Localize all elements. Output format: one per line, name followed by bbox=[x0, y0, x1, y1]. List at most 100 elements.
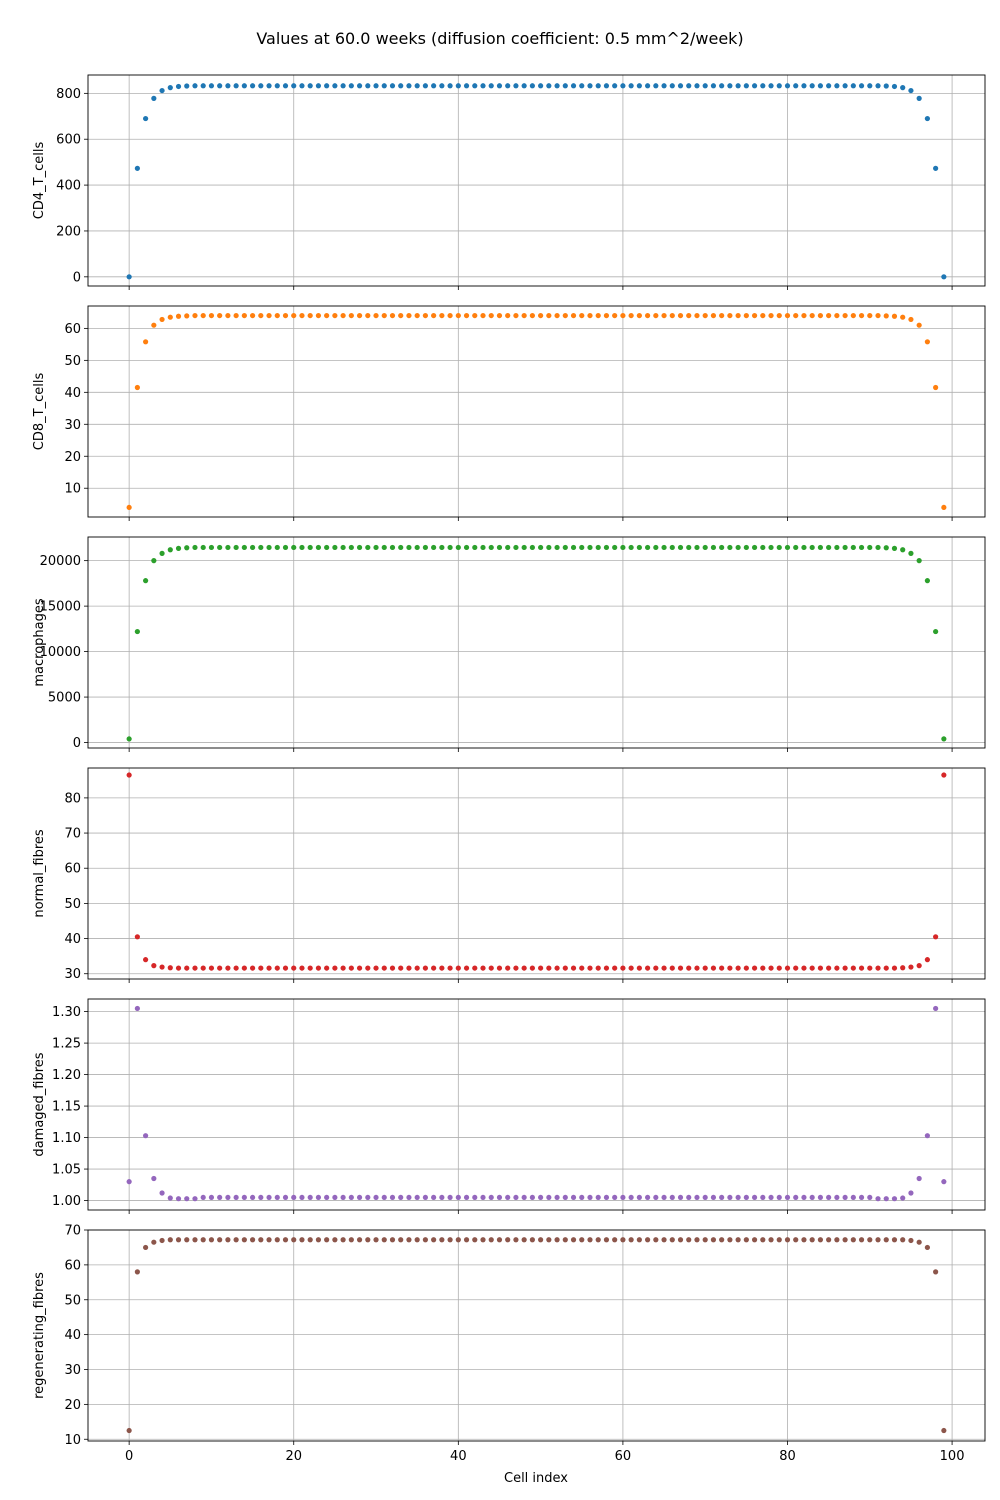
data-point bbox=[628, 544, 634, 551]
data-point bbox=[414, 544, 420, 551]
data-point bbox=[184, 1196, 190, 1202]
data-point bbox=[266, 83, 272, 89]
data-point bbox=[151, 558, 157, 564]
data-point bbox=[488, 544, 494, 551]
data-point bbox=[488, 1237, 494, 1243]
axes-frame bbox=[87, 998, 986, 1211]
data-point bbox=[867, 1194, 873, 1201]
data-point bbox=[134, 384, 140, 391]
data-point bbox=[389, 312, 396, 319]
data-point bbox=[809, 312, 815, 319]
data-point bbox=[743, 1237, 749, 1243]
data-point bbox=[686, 1237, 692, 1243]
data-point bbox=[587, 1194, 593, 1201]
data-point bbox=[620, 544, 626, 551]
y-tick-label: 400 bbox=[56, 179, 81, 194]
data-point bbox=[488, 1194, 494, 1201]
data-point bbox=[644, 83, 651, 89]
data-point bbox=[768, 965, 774, 971]
data-point bbox=[340, 312, 346, 319]
data-point bbox=[175, 1237, 182, 1243]
data-point bbox=[587, 1237, 593, 1243]
data-point bbox=[324, 1237, 330, 1243]
data-point bbox=[282, 1237, 289, 1243]
data-point bbox=[233, 83, 239, 89]
data-point bbox=[644, 1194, 651, 1201]
data-point bbox=[488, 83, 494, 89]
y-tick-label: 0 bbox=[73, 736, 81, 751]
data-point bbox=[406, 544, 412, 551]
data-point bbox=[299, 312, 305, 319]
data-point bbox=[208, 312, 215, 319]
data-point bbox=[480, 312, 486, 319]
data-point bbox=[356, 1237, 363, 1243]
data-point bbox=[134, 1269, 140, 1275]
data-point bbox=[710, 1237, 717, 1243]
data-point bbox=[447, 1194, 453, 1201]
data-point bbox=[570, 312, 577, 319]
y-tick-label: 10000 bbox=[40, 645, 81, 660]
data-point bbox=[480, 965, 486, 971]
data-point bbox=[431, 1194, 437, 1201]
data-point bbox=[389, 965, 396, 971]
data-point bbox=[702, 312, 708, 319]
data-point bbox=[373, 1194, 379, 1201]
data-point bbox=[595, 83, 601, 89]
data-point bbox=[850, 1237, 856, 1243]
data-point bbox=[249, 1194, 256, 1201]
y-tick-label: 40 bbox=[64, 1328, 81, 1343]
data-point bbox=[546, 312, 552, 319]
data-point bbox=[365, 965, 371, 971]
data-point bbox=[636, 83, 642, 89]
data-point bbox=[348, 1237, 354, 1243]
data-point bbox=[924, 115, 930, 122]
data-point bbox=[768, 544, 774, 551]
data-point bbox=[192, 83, 198, 89]
data-point bbox=[315, 1194, 322, 1201]
data-point bbox=[225, 544, 231, 551]
data-point bbox=[332, 1237, 338, 1243]
data-point bbox=[143, 1133, 149, 1139]
data-point bbox=[620, 312, 626, 319]
data-point bbox=[579, 1237, 585, 1243]
data-point bbox=[612, 1237, 618, 1243]
data-point bbox=[653, 83, 659, 89]
data-point bbox=[891, 1237, 898, 1243]
data-point bbox=[735, 1194, 741, 1201]
data-point bbox=[776, 83, 782, 89]
data-point bbox=[554, 1237, 560, 1243]
data-point bbox=[636, 312, 642, 319]
data-point bbox=[274, 1194, 280, 1201]
data-point bbox=[225, 965, 231, 971]
data-point bbox=[850, 312, 856, 319]
data-point bbox=[735, 1237, 741, 1243]
axes-frame bbox=[87, 305, 986, 518]
data-point bbox=[184, 545, 190, 551]
data-point bbox=[653, 312, 659, 319]
data-point bbox=[521, 1237, 527, 1243]
data-point bbox=[233, 312, 239, 319]
y-tick-label: 20 bbox=[64, 1398, 81, 1413]
panel-CD4_T_cells: 0 200 400 600 800 CD4_T_cells bbox=[32, 74, 986, 290]
data-point bbox=[324, 544, 330, 551]
data-point bbox=[505, 83, 511, 89]
data-point bbox=[225, 312, 231, 319]
data-point bbox=[159, 1237, 165, 1244]
data-point bbox=[373, 83, 379, 89]
data-point bbox=[743, 83, 749, 89]
data-point bbox=[472, 312, 478, 319]
y-tick-label: 10 bbox=[64, 482, 81, 497]
data-point bbox=[760, 544, 766, 551]
data-point bbox=[496, 544, 503, 551]
data-point bbox=[702, 544, 708, 551]
data-point bbox=[850, 965, 856, 971]
data-point bbox=[595, 544, 601, 551]
data-point bbox=[900, 965, 906, 971]
data-point bbox=[422, 1194, 429, 1201]
data-point bbox=[398, 1194, 404, 1201]
y-tick-label: 1.30 bbox=[52, 1005, 81, 1020]
data-point bbox=[225, 83, 231, 89]
data-point bbox=[587, 544, 593, 551]
data-point bbox=[455, 312, 461, 319]
